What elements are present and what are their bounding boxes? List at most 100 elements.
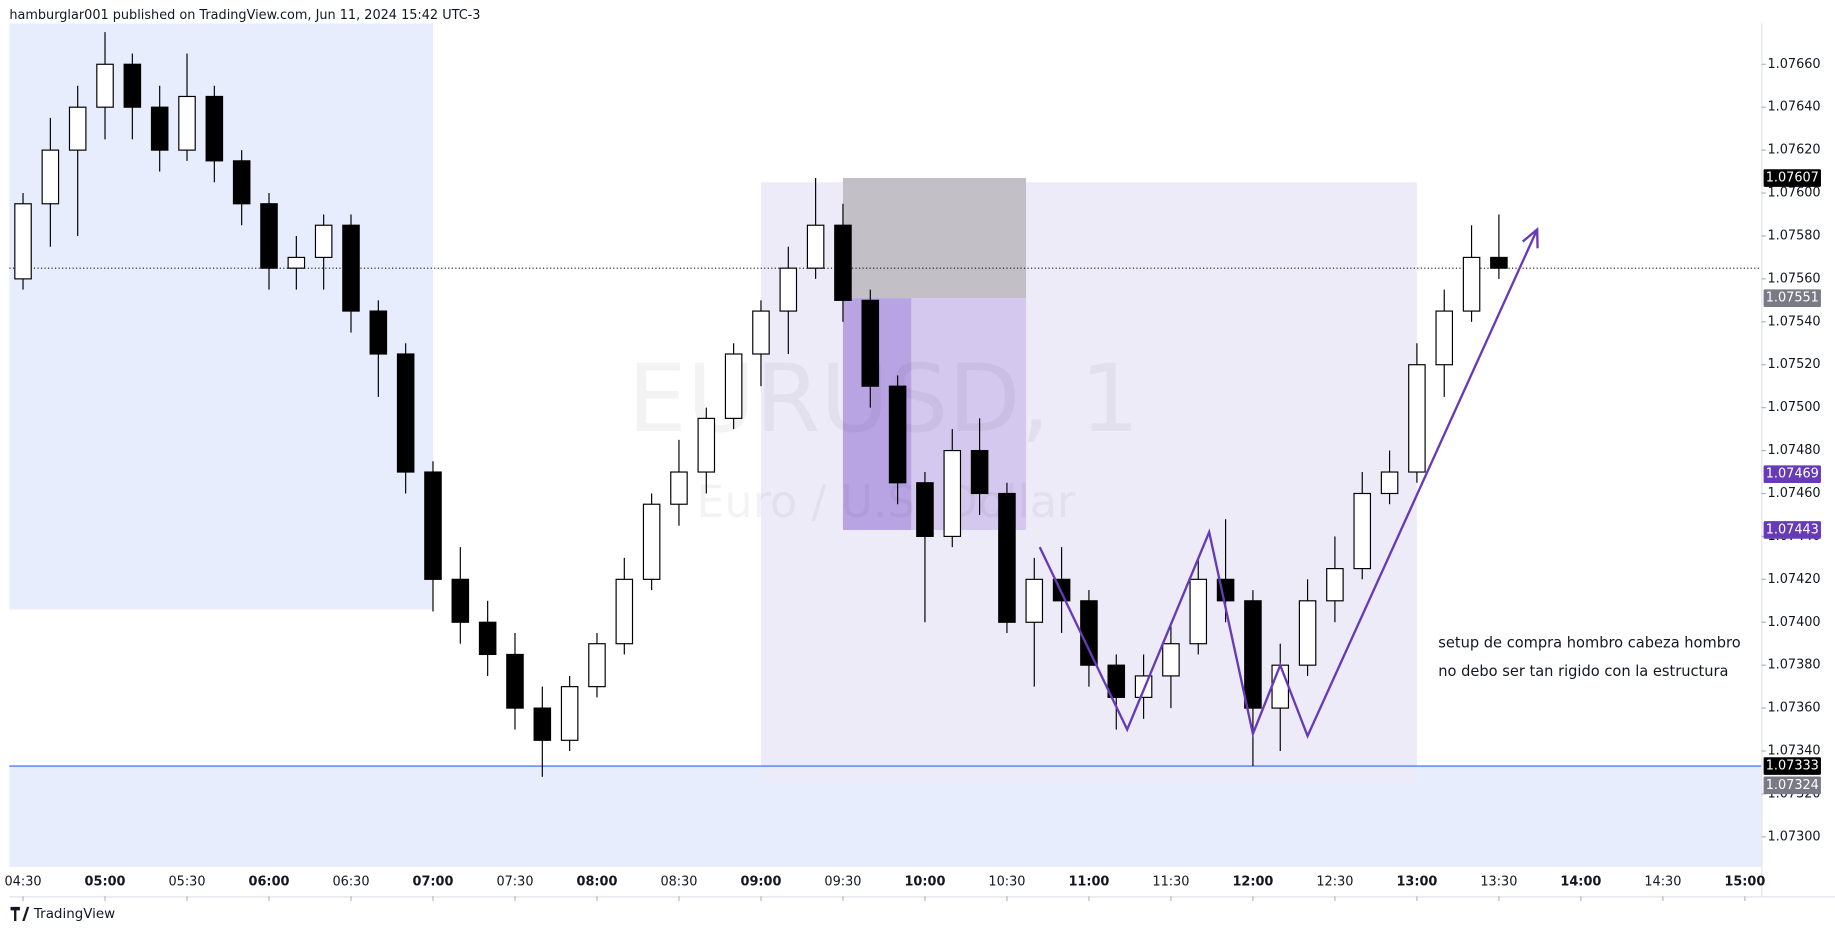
x-tick-label: 08:30 <box>660 875 697 890</box>
price-label: 1.07607 <box>1766 170 1819 185</box>
x-tick-label: 14:00 <box>1560 875 1601 890</box>
candle-body <box>287 256 306 269</box>
price-label-bg <box>1763 465 1821 483</box>
candle-body <box>41 149 60 205</box>
candle-body <box>1380 471 1399 495</box>
x-tick-label: 08:00 <box>577 875 618 890</box>
y-tick-label: 1.07640 <box>1767 100 1820 115</box>
candle-body <box>424 471 442 580</box>
candle-body <box>724 353 743 419</box>
candle-body <box>752 310 770 355</box>
candle-body <box>943 449 962 538</box>
candle-body <box>916 482 934 538</box>
x-tick-label: 11:00 <box>1068 875 1109 890</box>
candle-body <box>205 95 224 162</box>
footer: TradingView <box>33 906 115 922</box>
price-label: 1.07333 <box>1766 759 1819 774</box>
candle-body <box>533 707 552 741</box>
candle-body <box>1462 256 1481 312</box>
candle-body <box>615 578 634 645</box>
candle-body <box>888 385 907 484</box>
candle-body <box>1298 600 1317 666</box>
y-tick-label: 1.07420 <box>1767 572 1820 587</box>
candle-body <box>314 224 333 259</box>
candle-body <box>342 224 360 312</box>
y-tick-label: 1.07600 <box>1767 186 1820 201</box>
y-tick-label: 1.07620 <box>1767 143 1820 158</box>
annotation: setup de compra hombro cabeza hombro <box>1438 635 1740 652</box>
candle-body <box>861 299 880 387</box>
logo-icon <box>10 906 30 921</box>
candle-body <box>68 106 87 151</box>
x-tick-label: 10:00 <box>904 875 945 890</box>
y-tick-label: 1.07380 <box>1767 658 1820 673</box>
y-tick-label: 1.07340 <box>1767 744 1820 759</box>
x-tick-label: 09:00 <box>741 875 782 890</box>
candle-body <box>1244 600 1262 709</box>
x-tick-label: 06:00 <box>249 875 290 890</box>
candle-body <box>1162 643 1180 677</box>
price-label-bg <box>1763 169 1821 187</box>
y-tick-label: 1.07360 <box>1767 701 1820 716</box>
zones <box>9 23 1762 867</box>
annotation: no debo ser tan rigido con la estructura <box>1438 663 1728 680</box>
y-tick-label: 1.07520 <box>1767 357 1820 372</box>
x-tick-label: 04:30 <box>5 875 42 890</box>
y-tick-label: 1.07400 <box>1767 615 1820 630</box>
candle-body <box>588 643 606 688</box>
y-tick-label: 1.07500 <box>1767 400 1820 415</box>
candle-body <box>1326 568 1344 602</box>
x-tick-label: 12:30 <box>1316 875 1353 890</box>
candle-body <box>642 503 661 580</box>
description-watermark: Euro / U.S. Dollar <box>696 476 1076 528</box>
candle-body <box>123 63 142 108</box>
zone <box>842 178 1027 299</box>
candle-body <box>451 578 470 623</box>
x-tick-label: 05:30 <box>168 875 205 890</box>
x-tick-label: 11:30 <box>1152 875 1189 890</box>
y-tick-label: 1.07540 <box>1767 314 1820 329</box>
candle-body <box>1490 256 1508 269</box>
x-tick-label: 05:00 <box>85 875 126 890</box>
y-tick-label: 1.07560 <box>1767 271 1820 286</box>
candle-body <box>1025 578 1044 623</box>
x-tick-label: 12:00 <box>1232 875 1273 890</box>
candle-body <box>1271 664 1290 709</box>
candle-body <box>232 160 251 205</box>
candle-body <box>150 106 169 151</box>
pattern-line <box>1038 229 1539 740</box>
x-tick-label: 07:30 <box>496 875 533 890</box>
price-label: 1.07443 <box>1766 522 1819 537</box>
price-label-bg <box>1763 289 1821 308</box>
arrow-head <box>1522 227 1539 249</box>
candles <box>14 32 1508 777</box>
candle-body <box>670 471 688 505</box>
price-label: 1.07469 <box>1766 467 1819 482</box>
price-label-bg <box>1763 521 1821 539</box>
x-tick-label: 07:00 <box>413 875 454 890</box>
candle-body <box>1080 600 1098 666</box>
axes: 1.073001.073201.073401.073601.073801.074… <box>5 57 1821 901</box>
x-tick-label: 14:30 <box>1644 875 1681 890</box>
candle-body <box>260 203 278 269</box>
candle-body <box>1189 578 1208 645</box>
x-tick-label: 13:00 <box>1396 875 1437 890</box>
candle-body <box>779 267 798 312</box>
candle-body <box>970 449 989 495</box>
price-label-bg <box>1763 776 1821 795</box>
candle-body <box>1408 364 1426 473</box>
candle-body <box>369 310 388 355</box>
x-tick-label: 09:30 <box>824 875 861 890</box>
header: hamburglar001 published on TradingView.c… <box>9 8 480 23</box>
y-tick-label: 1.07580 <box>1767 228 1820 243</box>
candle-body <box>396 353 415 473</box>
y-tick-label: 1.07480 <box>1767 443 1820 458</box>
candle-body <box>1107 664 1126 698</box>
candle-body <box>506 653 524 709</box>
candle-body <box>1353 492 1372 570</box>
footer-logo <box>10 906 30 921</box>
candle-body <box>96 63 114 108</box>
x-tick-label: 06:30 <box>332 875 369 890</box>
